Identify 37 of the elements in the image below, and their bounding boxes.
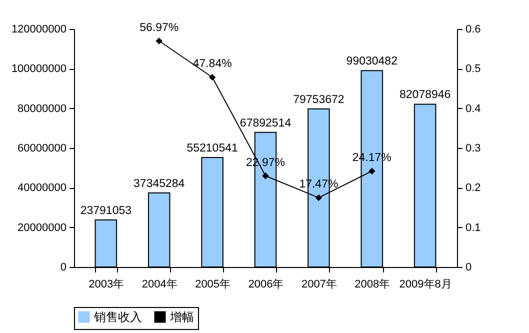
legend-label: 增幅 (169, 310, 194, 324)
y2-tick-label: 0.6 (466, 24, 481, 36)
x-tick-label: 2005年 (195, 278, 231, 290)
x-tick-label: 2003年 (88, 278, 124, 290)
y2-tick-label: 0.1 (466, 222, 481, 234)
y-tick-label: 60000000 (18, 142, 66, 154)
y-tick-label: 80000000 (18, 102, 66, 115)
y2-tick-label: 0 (466, 262, 472, 274)
point (315, 194, 322, 202)
data-label: 23791053 (80, 204, 132, 217)
point (208, 74, 216, 81)
data-label: 82078946 (399, 89, 451, 102)
y2-tick-label: 0.4 (466, 102, 481, 115)
point (368, 168, 376, 174)
data-label: 99030482 (346, 56, 398, 68)
data-label: 79753672 (293, 94, 344, 106)
legend-label: 销售收入 (93, 310, 142, 324)
y2-tick-label: 0.3 (466, 142, 481, 154)
data-label: 56.97% (140, 22, 179, 34)
y-tick-label: 0 (60, 262, 66, 274)
data-label: 55210541 (186, 142, 238, 154)
x-tick-label: 2008年 (354, 278, 390, 290)
data-label: 47.84% (192, 58, 232, 70)
y2-tick-label: 0.5 (466, 63, 481, 76)
y2-tick-label: 0.2 (466, 182, 481, 194)
y-tick-label: 120000000 (11, 24, 66, 36)
x-tick-label: 2009年8月 (399, 278, 452, 290)
data-label: 67892514 (240, 117, 292, 130)
point (156, 38, 162, 44)
x-tick-label: 2004年 (142, 278, 178, 290)
y-tick-label: 100000000 (11, 63, 66, 76)
x-tick-label: 2007年 (301, 278, 337, 290)
x-tick-label: 2006年 (248, 278, 284, 290)
y-tick-label: 40000000 (18, 182, 66, 194)
point (262, 172, 269, 180)
data-label: 37345284 (134, 178, 186, 190)
y-tick-label: 20000000 (18, 222, 66, 234)
